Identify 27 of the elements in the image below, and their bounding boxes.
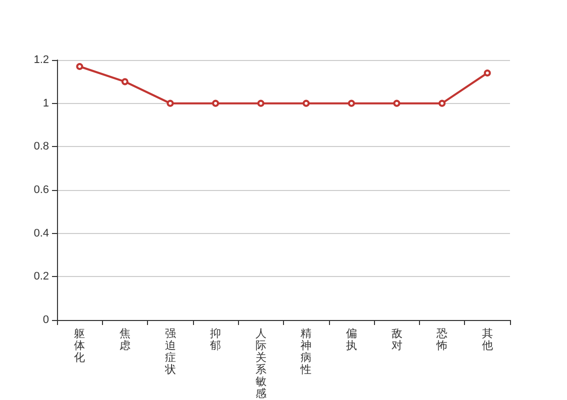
y-tick-label: 0.8 (34, 140, 49, 153)
point (121, 78, 128, 86)
point (438, 100, 446, 107)
point (484, 70, 491, 76)
point (348, 100, 355, 107)
point (166, 100, 174, 107)
x-tick-label: 精神病性 (300, 328, 312, 376)
x-tick-label: 恐怖 (436, 328, 448, 352)
x-tick-label: 偏执 (346, 328, 357, 352)
x-tick-label: 人际关系敏感 (255, 328, 266, 400)
point (393, 100, 400, 107)
y-tick-label: 1 (42, 97, 49, 110)
x-tick-label: 强迫症状 (164, 328, 176, 376)
point (302, 100, 310, 107)
y-tick-label: 1.2 (34, 54, 49, 66)
x-tick-label: 其他 (482, 327, 493, 352)
y-tick-label: 0.4 (34, 227, 49, 240)
x-tick-label: 躯体化 (74, 328, 86, 364)
y-tick-label: 0 (42, 314, 49, 326)
point (76, 63, 84, 70)
x-tick-label: 焦虑 (119, 328, 130, 352)
point (212, 100, 220, 107)
x-tick-label: 抑郁 (210, 328, 222, 352)
x-tick-label: 敌对 (391, 328, 402, 352)
y-tick-label: 0.2 (34, 270, 49, 283)
point (257, 100, 264, 107)
y-tick-label: 0.6 (34, 184, 49, 196)
